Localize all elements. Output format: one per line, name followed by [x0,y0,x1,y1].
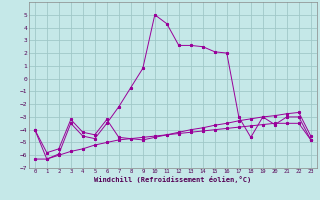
X-axis label: Windchill (Refroidissement éolien,°C): Windchill (Refroidissement éolien,°C) [94,176,252,183]
